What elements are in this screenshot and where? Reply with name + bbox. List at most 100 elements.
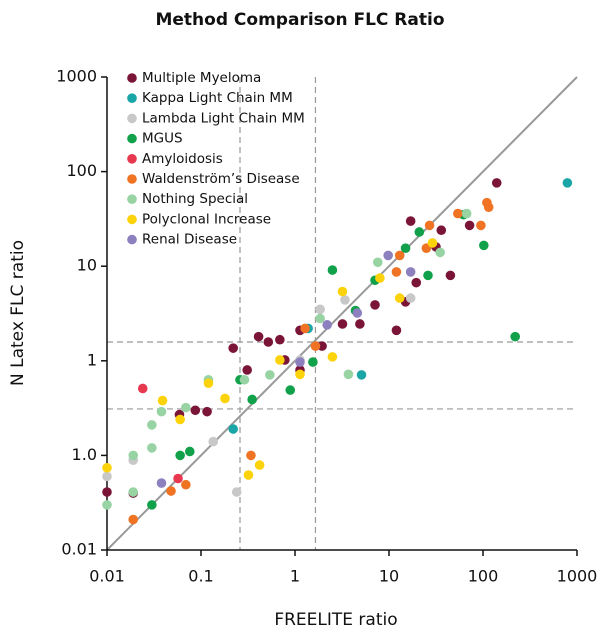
data-point <box>128 514 139 525</box>
data-point <box>322 320 332 330</box>
legend-marker <box>127 133 137 144</box>
chart-title: Method Comparison FLC Ratio <box>155 10 444 30</box>
data-point <box>308 357 318 367</box>
data-point <box>370 300 380 310</box>
data-point <box>231 487 242 497</box>
data-point <box>491 178 502 188</box>
data-point <box>228 343 238 353</box>
legend-marker <box>127 214 137 225</box>
data-point <box>383 250 393 261</box>
data-point <box>275 355 285 365</box>
x-tick-label: 0.01 <box>89 567 125 586</box>
data-point <box>510 331 520 342</box>
data-point <box>202 406 212 417</box>
identity-line <box>106 76 578 551</box>
legend-label: Renal Disease <box>142 232 237 248</box>
data-point <box>295 357 305 367</box>
data-point <box>315 304 325 315</box>
data-point <box>394 250 405 261</box>
data-point <box>427 238 438 248</box>
data-point <box>461 208 472 219</box>
data-point <box>254 460 265 470</box>
data-point <box>355 319 365 329</box>
legend-marker <box>127 154 137 164</box>
data-point <box>356 370 367 380</box>
data-point <box>190 405 201 416</box>
legend-label: MGUS <box>142 131 183 147</box>
data-point <box>243 470 254 480</box>
data-point <box>310 341 321 351</box>
y-tick-label: 0.01 <box>61 540 97 559</box>
legend-label: Kappa Light Chain MM <box>142 90 293 106</box>
data-point <box>411 277 422 288</box>
legend-marker <box>127 234 137 245</box>
data-point <box>220 393 230 404</box>
data-point <box>400 243 411 253</box>
legend-label: Multiple Myeloma <box>142 70 261 86</box>
data-point <box>181 402 191 413</box>
data-point <box>453 208 463 219</box>
data-point <box>157 395 168 406</box>
legend-marker <box>127 113 137 124</box>
data-point <box>184 446 195 457</box>
data-point <box>247 394 257 405</box>
y-axis-label: N Latex FLC ratio <box>8 240 28 386</box>
data-point <box>414 227 425 237</box>
data-point <box>405 267 416 277</box>
data-point <box>300 323 310 334</box>
data-point <box>263 337 274 347</box>
data-point <box>228 424 238 434</box>
data-point <box>295 369 305 380</box>
data-point <box>435 247 445 258</box>
y-tick-label: 1 <box>87 350 97 369</box>
data-point <box>156 478 167 488</box>
legend-label: Nothing Special <box>142 191 248 207</box>
data-point <box>275 334 285 345</box>
data-point <box>315 313 325 324</box>
data-point <box>285 385 296 395</box>
data-point <box>102 500 112 510</box>
data-point <box>476 220 486 231</box>
data-point <box>337 286 348 297</box>
data-point <box>265 370 275 380</box>
data-point <box>175 414 185 425</box>
x-axis-label: FREELITE ratio <box>274 610 397 630</box>
data-point <box>405 293 416 303</box>
data-point <box>242 365 252 375</box>
data-point <box>479 240 489 251</box>
data-point <box>423 270 433 281</box>
y-tick-label: 1000 <box>56 67 97 86</box>
data-point <box>166 486 176 496</box>
data-point <box>147 443 157 453</box>
data-point <box>405 216 416 226</box>
legend-marker <box>127 93 137 103</box>
data-point <box>562 178 573 188</box>
data-point <box>208 436 219 447</box>
data-point <box>340 295 350 305</box>
y-tick-label: 10 <box>77 256 97 275</box>
data-point <box>464 220 475 231</box>
data-point <box>246 450 256 461</box>
data-point <box>483 202 494 213</box>
legend-marker <box>127 73 137 83</box>
data-point <box>173 473 183 484</box>
data-point <box>391 267 402 277</box>
data-point <box>445 270 456 281</box>
legend-label: Amyloidosis <box>142 151 223 167</box>
data-point <box>343 369 354 380</box>
data-point <box>327 352 338 362</box>
data-point <box>156 406 167 417</box>
legend-marker <box>127 174 137 184</box>
data-point <box>436 225 447 236</box>
data-point <box>375 273 385 283</box>
data-point <box>317 341 327 351</box>
data-point <box>337 319 348 329</box>
data-point <box>102 471 112 482</box>
data-point <box>137 383 148 394</box>
y-tick-label: 1.0 <box>72 445 97 464</box>
data-point <box>102 462 112 473</box>
data-point <box>175 450 185 461</box>
data-point <box>352 308 363 318</box>
data-point <box>253 331 264 342</box>
